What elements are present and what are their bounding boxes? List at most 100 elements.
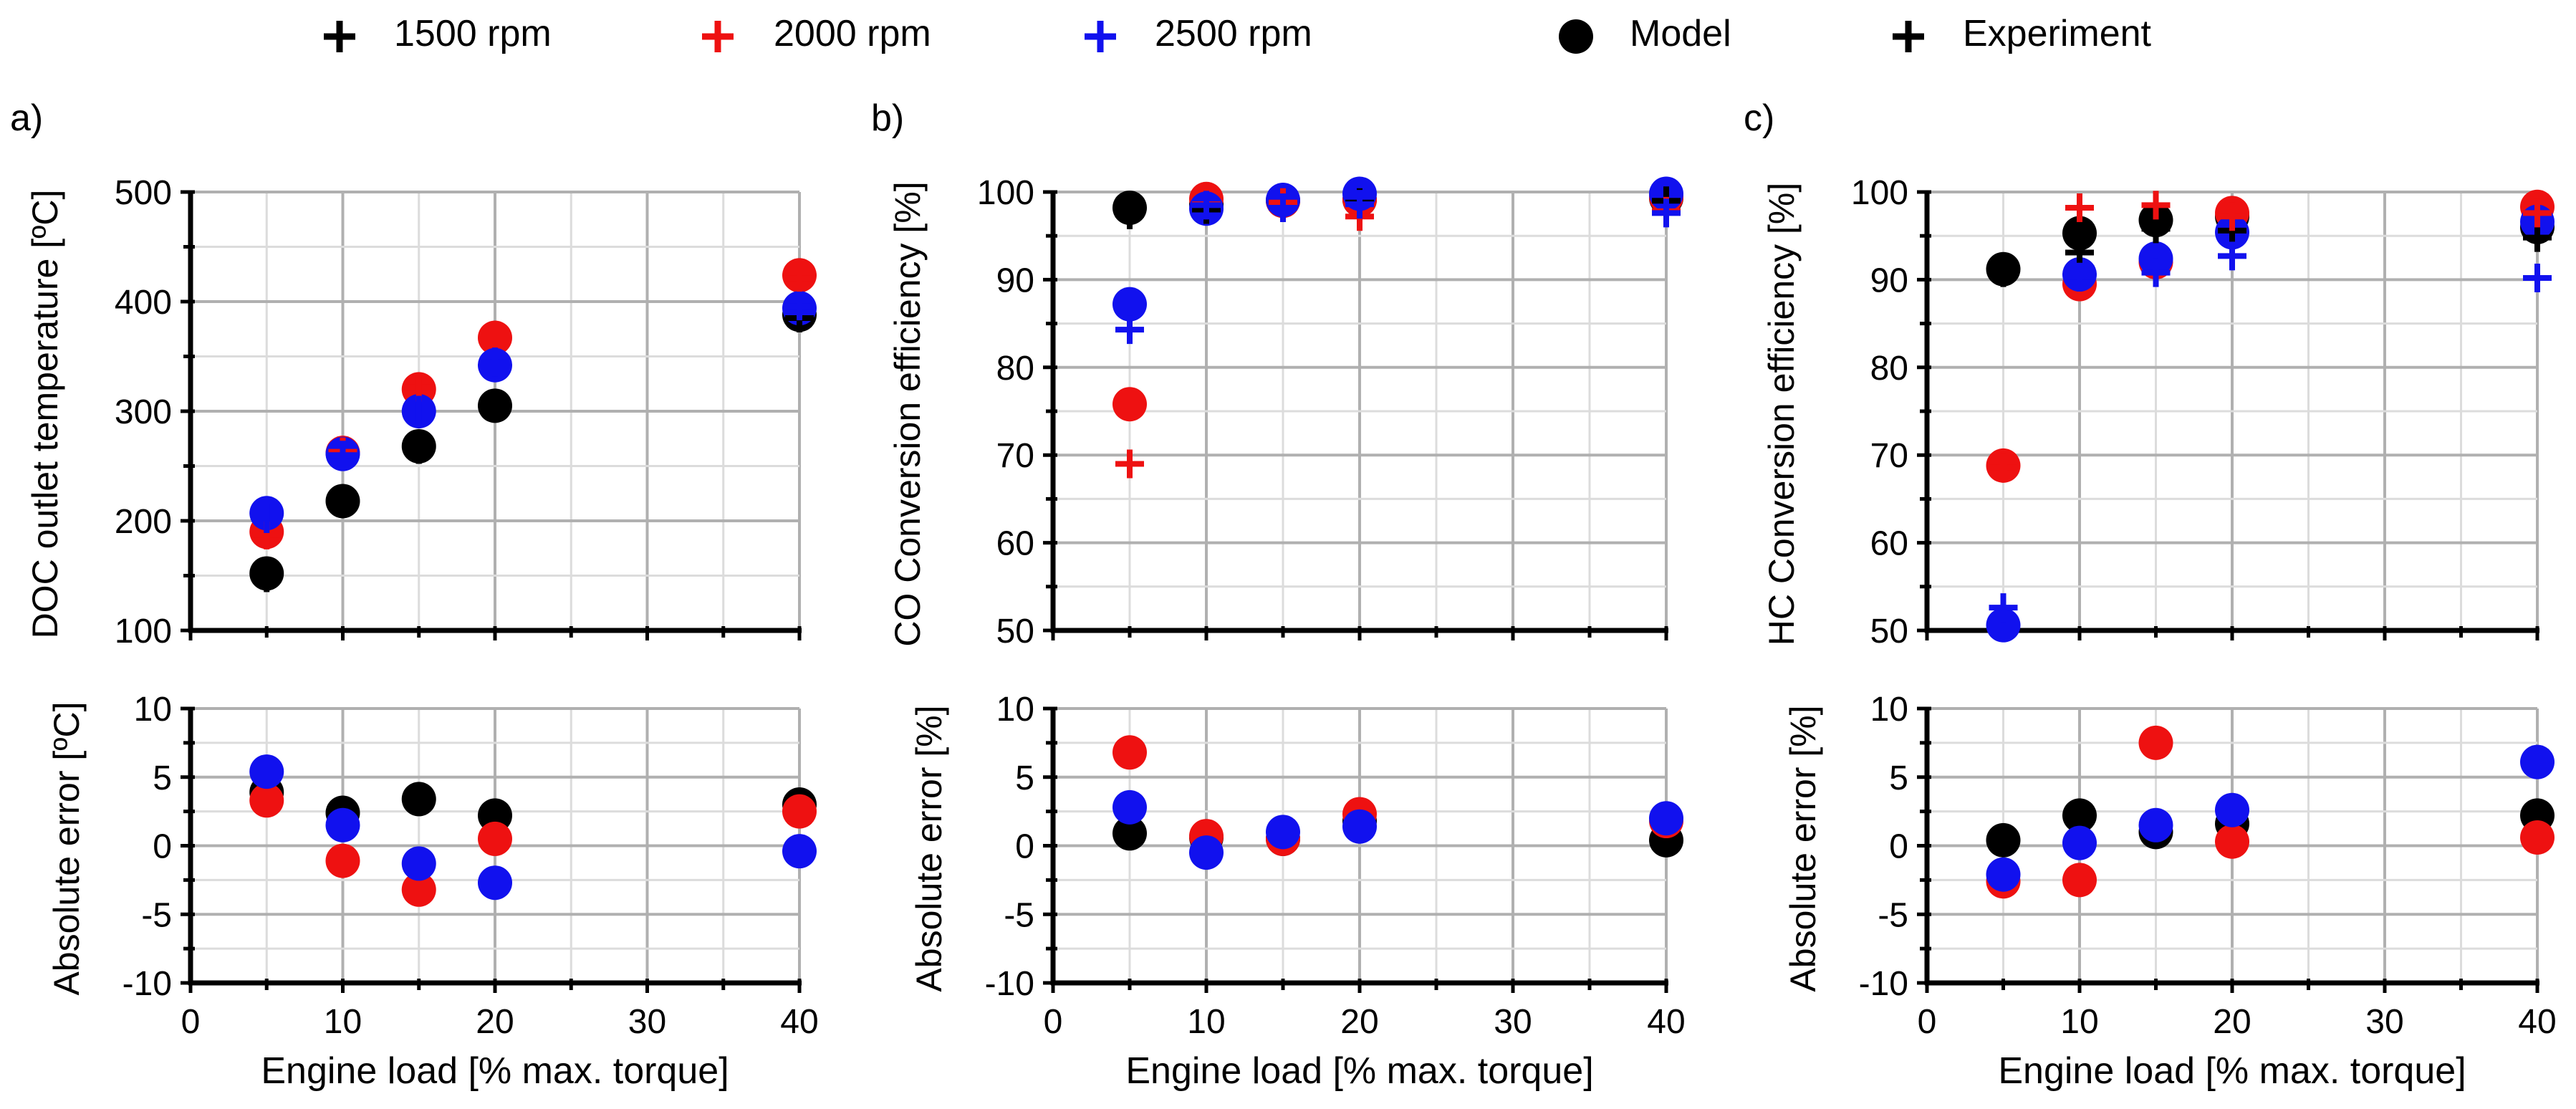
legend-plus-marker — [1893, 21, 1924, 52]
error-point — [1342, 809, 1377, 844]
y-tick-label: 50 — [1870, 613, 1908, 650]
top-markers — [249, 258, 817, 592]
y-tick-label: 0 — [1889, 828, 1908, 866]
legend-item-2000-rpm: 2000 rpm — [702, 13, 931, 54]
bottom-y-axis-label: Absolute error [%] — [1783, 705, 1823, 992]
error-point — [2520, 820, 2555, 855]
y-tick-label: 60 — [996, 525, 1034, 563]
legend-item-1500-rpm: 1500 rpm — [324, 13, 552, 54]
x-axis-label: Engine load [% max. torque] — [1125, 1050, 1593, 1092]
legend-label: 2000 rpm — [774, 13, 931, 54]
y-tick-label: 0 — [153, 828, 172, 866]
error-point — [478, 865, 512, 901]
top-markers — [1112, 176, 1683, 479]
bottom-markers — [249, 754, 817, 907]
error-point — [249, 783, 284, 818]
legend: 1500 rpm 2000 rpm 2500 rpm Model Experim… — [324, 13, 2152, 54]
experiment-point — [2218, 241, 2246, 271]
legend-plus — [324, 21, 355, 52]
top-y-axis-label: HC Conversion efficiency [%] — [1762, 183, 1802, 646]
x-tick-label: 40 — [780, 1003, 818, 1041]
y-tick-label: 300 — [115, 393, 172, 431]
legend-item-model: Model — [1559, 13, 1731, 54]
x-tick-label: 0 — [1918, 1003, 1937, 1041]
experiment-point — [2065, 238, 2094, 267]
experiment-point — [2141, 258, 2171, 287]
y-tick-label: -10 — [1859, 965, 1908, 1003]
legend-label: Model — [1630, 13, 1731, 54]
y-tick-label: 200 — [115, 503, 172, 541]
experiment-point — [252, 504, 282, 533]
y-tick-label: 60 — [1870, 525, 1908, 563]
error-point — [1986, 857, 2021, 892]
bottom-markers — [1986, 725, 2555, 899]
y-tick-label: 70 — [996, 437, 1034, 475]
model-point — [2062, 216, 2097, 251]
x-tick-label: 0 — [181, 1003, 201, 1041]
experiment-point — [1989, 593, 2018, 623]
x-tick-label: 10 — [324, 1003, 362, 1041]
y-tick-label: 400 — [115, 284, 172, 322]
y-tick-label: -10 — [122, 965, 172, 1003]
y-tick-label: 0 — [1015, 828, 1034, 866]
experiment-point — [2523, 198, 2552, 228]
x-tick-label: 20 — [476, 1003, 514, 1041]
top-plot: 100 200 300 400 500 — [115, 174, 817, 650]
error-point — [2062, 798, 2097, 833]
x-tick-label: 30 — [1494, 1003, 1532, 1041]
y-tick-label: 500 — [115, 174, 172, 212]
experiment-point — [328, 489, 357, 518]
experiment-point — [1115, 200, 1144, 229]
x-tick-label: 20 — [2213, 1003, 2251, 1041]
bottom-plot: -10 -5 0 5 10 0 10 20 30 40 — [985, 691, 1686, 1041]
experiment-point — [1989, 453, 2018, 482]
x-tick-label: 10 — [1187, 1003, 1225, 1041]
y-tick-label: 70 — [1870, 437, 1908, 475]
panel-label: c) — [1744, 97, 1774, 139]
y-tick-label: 5 — [153, 759, 172, 797]
error-point — [1649, 801, 1683, 836]
experiment-point — [328, 441, 357, 470]
bottom-y-axis-label: Absolute error [ºC] — [47, 701, 87, 995]
error-point — [1112, 735, 1147, 770]
error-point — [1112, 789, 1147, 825]
y-tick-label: 100 — [1851, 174, 1908, 212]
x-tick-label: 40 — [1647, 1003, 1685, 1041]
error-point — [2062, 863, 2097, 898]
legend-item-2500-rpm: 2500 rpm — [1085, 13, 1312, 54]
legend-item-experiment: Experiment — [1893, 13, 2152, 54]
x-axis-label: Engine load [% max. torque] — [261, 1050, 729, 1092]
experiment-point — [785, 292, 814, 321]
error-point — [2215, 824, 2249, 859]
legend-plus-marker — [1085, 21, 1116, 52]
error-point — [401, 846, 436, 881]
y-tick-label: 5 — [1015, 759, 1034, 797]
error-point — [249, 754, 284, 789]
top-y-axis-label: CO Conversion efficiency [%] — [888, 181, 928, 646]
legend-plus-marker — [702, 21, 734, 52]
x-tick-label: 10 — [2060, 1003, 2098, 1041]
experiment-point — [1115, 449, 1144, 479]
legend-plus — [702, 21, 734, 52]
experiment-point — [2065, 193, 2094, 223]
experiment-point — [1269, 193, 1297, 223]
top-markers — [1986, 189, 2555, 643]
y-tick-label: 100 — [977, 174, 1034, 212]
model-point — [1986, 608, 2021, 643]
y-tick-label: 80 — [1870, 350, 1908, 388]
experiment-point — [785, 264, 814, 293]
experiment-point — [252, 563, 282, 592]
experiment-point — [2065, 262, 2094, 292]
legend-plus — [1893, 21, 1924, 52]
y-tick-label: -5 — [141, 896, 172, 934]
x-tick-label: 30 — [628, 1003, 666, 1041]
model-point — [1112, 287, 1147, 322]
legend-model-circle — [1559, 19, 1593, 54]
top-y-axis-label: DOC outlet temperature [ºC] — [25, 190, 65, 639]
error-point — [2138, 807, 2173, 842]
error-point — [401, 872, 436, 907]
y-tick-label: 90 — [996, 261, 1034, 299]
